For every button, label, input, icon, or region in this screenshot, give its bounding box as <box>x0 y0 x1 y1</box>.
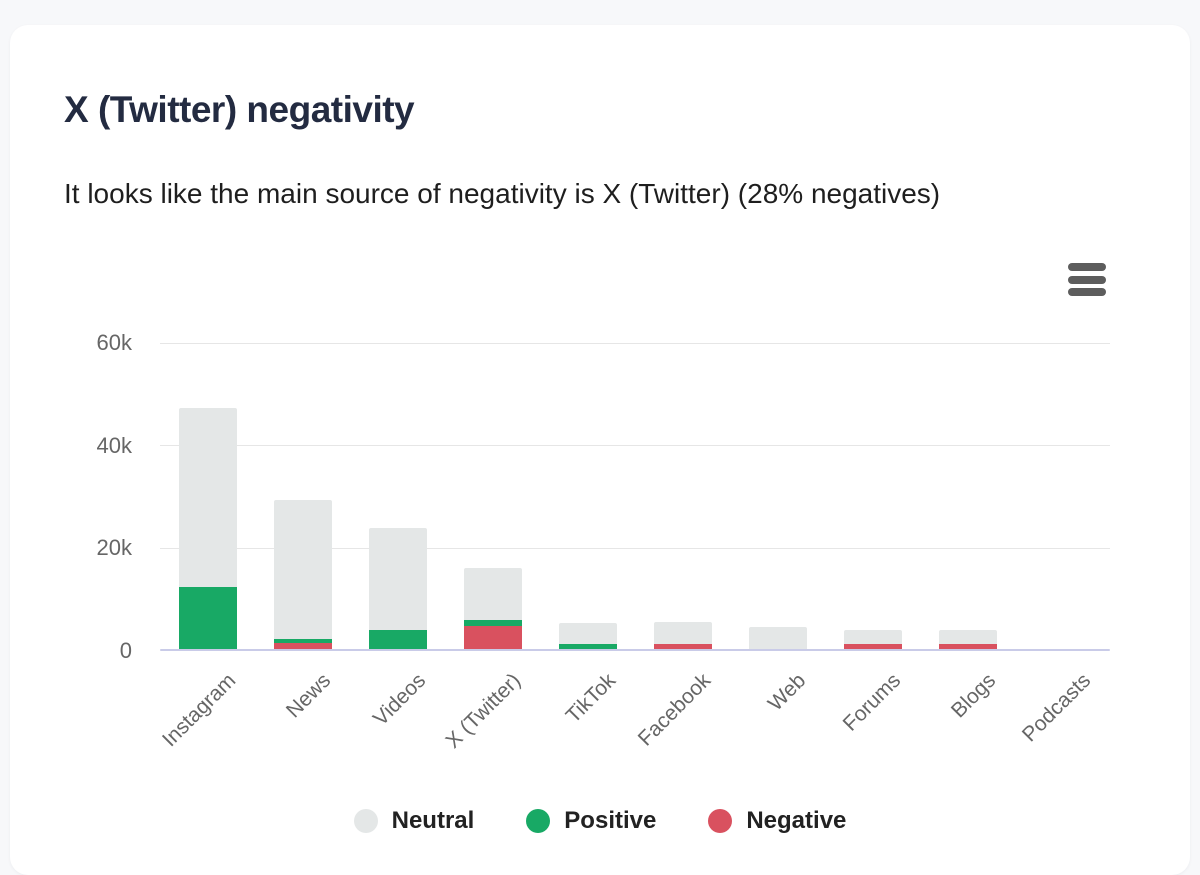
bar-segment-blogs-negative[interactable] <box>938 643 997 649</box>
bar-segment-x-twitter-positive[interactable] <box>463 619 522 626</box>
bar-blogs[interactable] <box>938 629 997 649</box>
legend-item-negative[interactable]: Negative <box>708 807 846 835</box>
bar-segment-tiktok-positive[interactable] <box>558 643 617 649</box>
bar-segment-facebook-negative[interactable] <box>653 644 712 649</box>
bar-segment-facebook-neutral[interactable] <box>653 622 712 645</box>
legend-dot-positive <box>526 809 551 833</box>
y-axis-tick-label-60k: 60k <box>96 330 132 355</box>
bar-segment-videos-neutral[interactable] <box>368 527 427 630</box>
bar-segment-forums-neutral[interactable] <box>843 630 902 645</box>
gridline-60k <box>160 342 1110 344</box>
bar-segment-forums-negative[interactable] <box>843 644 902 649</box>
bar-segment-x-twitter-neutral[interactable] <box>463 568 522 620</box>
bar-segment-blogs-neutral[interactable] <box>938 629 997 644</box>
insight-text: It looks like the main source of negativ… <box>64 178 941 209</box>
bar-web[interactable] <box>748 627 807 649</box>
legend-item-positive[interactable]: Positive <box>526 807 656 835</box>
y-axis-tick-label-20k: 20k <box>96 535 132 561</box>
gridline-20k <box>160 547 1110 549</box>
bar-instagram[interactable] <box>178 407 237 649</box>
bar-facebook[interactable] <box>653 622 712 649</box>
legend-label-negative: Negative <box>746 807 847 834</box>
report-card: X (Twitter) negativity It looks like the… <box>10 25 1190 875</box>
x-axis-line <box>160 649 1110 651</box>
bar-segment-instagram-positive[interactable] <box>178 587 237 649</box>
chart-context-menu-button[interactable] <box>1068 263 1106 296</box>
bar-segment-news-negative[interactable] <box>273 642 332 649</box>
chart-legend: Neutral Positive Negative <box>10 807 1190 835</box>
legend-label-neutral: Neutral <box>391 807 475 834</box>
bar-videos[interactable] <box>368 527 427 649</box>
gridline-40k <box>160 445 1110 447</box>
bar-x-twitter[interactable] <box>463 568 522 649</box>
y-axis-tick-label-40k: 40k <box>96 432 132 458</box>
bar-news[interactable] <box>273 500 332 649</box>
bar-segment-web-neutral[interactable] <box>748 627 807 649</box>
chart-plot-area: 60k 40k 20k 0 Instagram News Videos X (Twitter)… <box>97 330 1110 753</box>
legend-dot-neutral <box>353 809 378 833</box>
legend-label-positive: Positive <box>564 807 657 834</box>
bar-segment-news-positive[interactable] <box>273 638 332 643</box>
page-title: X (Twitter) negativity <box>64 88 415 130</box>
bar-forums[interactable] <box>843 630 902 649</box>
y-axis-tick-label-0: 0 <box>119 638 132 663</box>
bar-segment-x-twitter-negative[interactable] <box>463 625 522 649</box>
legend-dot-negative <box>708 809 733 833</box>
bar-segment-tiktok-neutral[interactable] <box>558 622 617 644</box>
bar-segment-news-neutral[interactable] <box>273 500 332 639</box>
bar-segment-videos-positive[interactable] <box>368 629 427 649</box>
legend-item-neutral[interactable]: Neutral <box>353 807 475 835</box>
bar-tiktok[interactable] <box>558 622 617 649</box>
bar-segment-instagram-neutral[interactable] <box>178 407 237 588</box>
